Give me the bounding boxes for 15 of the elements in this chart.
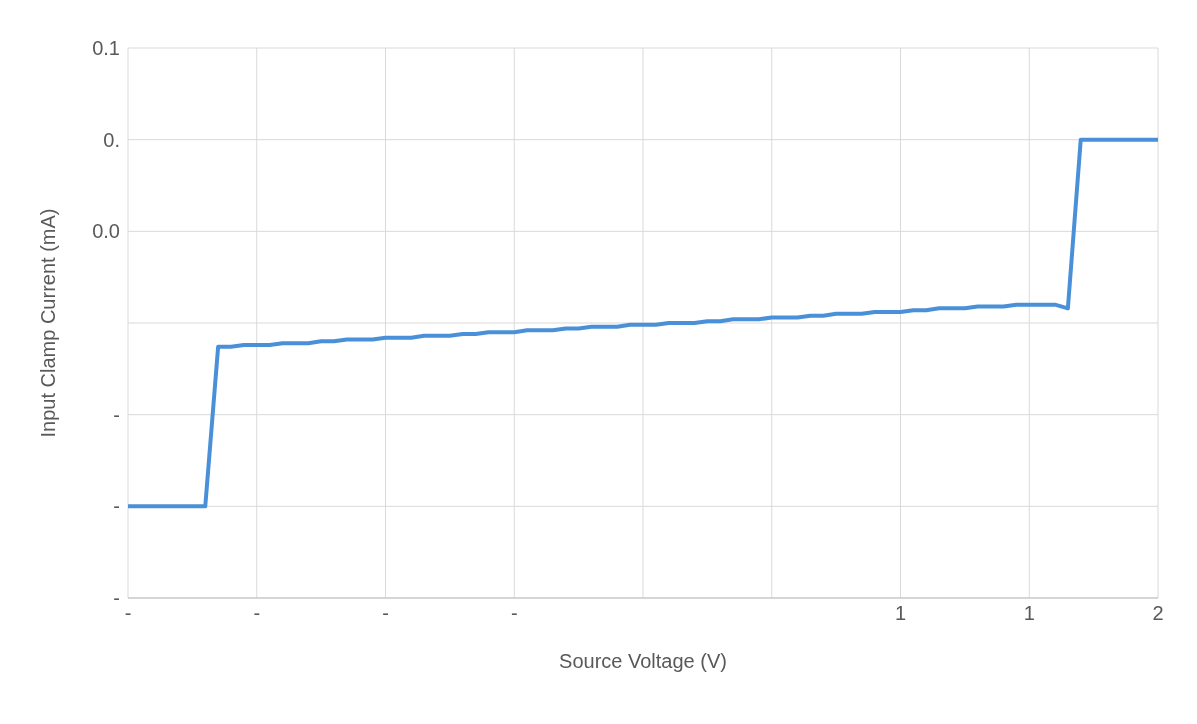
line-series <box>128 137 1158 509</box>
y-axis-title: Input Clamp Current (mA) <box>37 208 60 438</box>
y-tick-label: - <box>113 587 120 610</box>
y-tick-label: 0.1 <box>92 37 120 60</box>
x-tick-label: 2 <box>1152 602 1164 625</box>
y-tick-label: 0. <box>103 128 120 151</box>
x-tick-label: - <box>510 602 518 625</box>
x-tick-label: - <box>382 602 389 625</box>
x-tick-label: 1 <box>1023 602 1035 625</box>
y-tick-label: - <box>113 495 120 518</box>
x-axis-title: Source Voltage (V) <box>559 650 727 672</box>
y-tick-label: 0.0 <box>92 220 120 243</box>
x-tick-label: 1 <box>894 602 907 625</box>
x-tick-label: - <box>253 602 261 625</box>
y-tick-label: - <box>113 403 120 426</box>
